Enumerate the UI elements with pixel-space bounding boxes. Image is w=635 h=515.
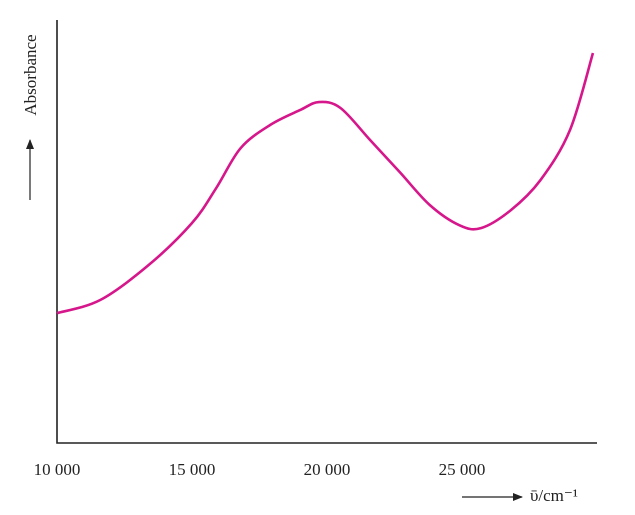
x-axis-label: ῡ/cm⁻¹ xyxy=(530,486,578,505)
x-tick-label: 25 000 xyxy=(439,460,486,479)
line xyxy=(56,52,595,315)
y-axis-label: Absorbance xyxy=(21,34,40,115)
x-tick-label: 20 000 xyxy=(304,460,351,479)
x-tick-label: 10 000 xyxy=(34,460,81,479)
axes xyxy=(56,20,597,444)
x-tick-label: 15 000 xyxy=(169,460,216,479)
